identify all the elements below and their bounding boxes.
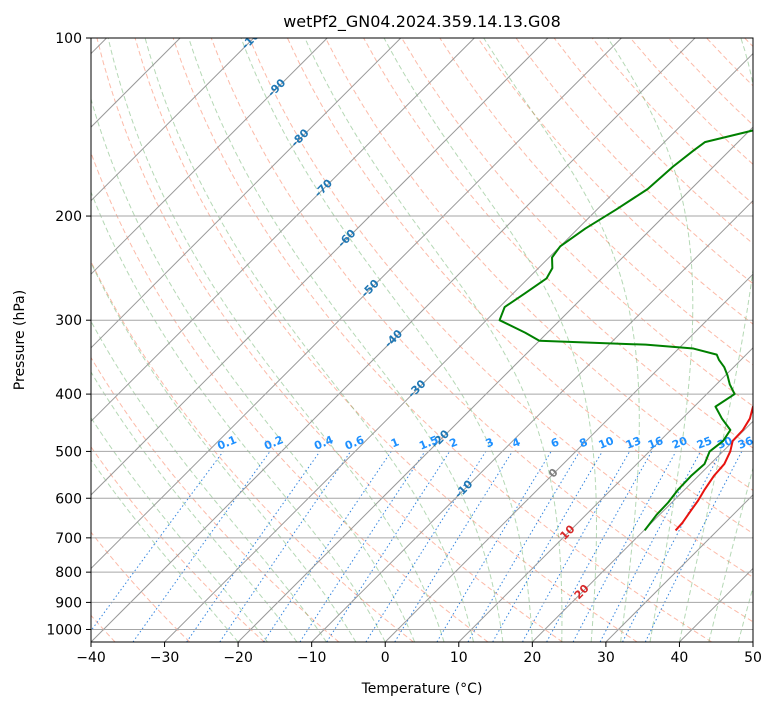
isotherm-line xyxy=(91,38,475,423)
plot-frame xyxy=(90,37,754,643)
mixing-ratio-label: 2 xyxy=(447,435,459,450)
mixing-ratio-line-17 xyxy=(644,451,743,642)
mixing-ratio-line-3 xyxy=(219,451,352,642)
mixing-ratio-label: 13 xyxy=(624,434,643,452)
y-tick-label: 400 xyxy=(55,387,82,403)
dry-adiabat-7 xyxy=(91,151,489,642)
mixing-ratio-label: 1 xyxy=(389,435,401,450)
x-tick-label: 0 xyxy=(381,650,390,666)
y-axis-label: Pressure (hPa) xyxy=(12,290,28,390)
y-tick-label: 900 xyxy=(55,595,82,611)
moist-adiabats xyxy=(91,38,753,642)
moist-adiabat-17 xyxy=(737,585,753,642)
y-tick-label: 800 xyxy=(55,565,82,581)
isotherm-line xyxy=(91,38,402,349)
x-tick-label: −40 xyxy=(76,650,106,666)
chart-title: wetPf2_GN04.2024.359.14.13.G08 xyxy=(283,12,561,32)
dry-adiabat-19 xyxy=(515,38,753,285)
dry-adiabat-18 xyxy=(477,38,753,325)
moist-adiabat-4 xyxy=(91,261,357,642)
y-tick-label: 300 xyxy=(55,313,82,329)
mixing-ratio-line-0 xyxy=(91,451,224,632)
moist-adiabat-13 xyxy=(483,38,640,642)
y-axis: 100 200 300 400 500 600 700 800 900 1000 xyxy=(46,31,91,638)
x-tick-label: 50 xyxy=(744,650,762,666)
moist-adiabat-14 xyxy=(607,38,694,642)
mixing-ratio-line-6 xyxy=(326,451,451,642)
moist-adiabat-7 xyxy=(107,38,445,642)
mixing-ratio-line-13 xyxy=(546,451,653,642)
isotherm-line xyxy=(164,52,753,642)
x-tick-label: −10 xyxy=(297,650,327,666)
y-tick-label: 500 xyxy=(55,444,82,460)
moist-adiabat-1 xyxy=(91,416,268,642)
moist-adiabat-5 xyxy=(91,190,386,642)
dry-adiabats xyxy=(91,38,753,642)
moist-adiabat-15 xyxy=(678,38,753,642)
mixing-ratio-label: 25 xyxy=(695,434,714,452)
y-tick-label: 1000 xyxy=(46,622,82,638)
moist-adiabat-8 xyxy=(144,38,474,642)
mixing-ratio-line-12 xyxy=(522,451,631,642)
x-tick-label: 20 xyxy=(523,650,541,666)
x-tick-label: 30 xyxy=(597,650,615,666)
sounding-profiles xyxy=(498,129,753,532)
moist-adiabat-10 xyxy=(240,38,533,642)
dry-adiabat-11 xyxy=(210,38,753,623)
dry-adiabat-5 xyxy=(91,356,340,642)
mixing-ratio-line-4 xyxy=(263,451,392,642)
isotherm-line xyxy=(384,273,753,642)
mixing-ratio-line-2 xyxy=(186,451,321,642)
mixing-ratio-label: 8 xyxy=(578,435,590,450)
moist-adiabat-3 xyxy=(91,320,327,642)
x-tick-label: −20 xyxy=(223,650,253,666)
mixing-ratio-label: 36 xyxy=(736,434,755,452)
isotherm-line xyxy=(311,199,753,642)
pressure-gridlines xyxy=(91,38,753,630)
mixing-ratio-label: 30 xyxy=(715,434,734,452)
x-axis-label: Temperature (°C) xyxy=(361,681,483,697)
x-tick-label: 10 xyxy=(450,650,468,666)
x-tick-label: −30 xyxy=(150,650,180,666)
moist-adiabat-0 xyxy=(91,458,239,642)
mixing-ratio-label: 16 xyxy=(646,434,665,452)
mixing-ratio-label: 10 xyxy=(597,434,616,452)
y-tick-label: 100 xyxy=(55,31,82,47)
x-tick-label: 40 xyxy=(671,650,689,666)
isotherms xyxy=(91,38,753,642)
dry-adiabat-12 xyxy=(248,38,753,578)
y-tick-label: 200 xyxy=(55,209,82,225)
dry-adiabat-8 xyxy=(96,38,563,642)
moist-adiabat-16 xyxy=(708,466,753,642)
isotherm-line xyxy=(91,38,255,202)
dry-adiabat-16 xyxy=(401,38,753,407)
isotherm-line xyxy=(91,38,696,642)
mixing-ratio-line-14 xyxy=(572,451,677,642)
y-tick-label: 700 xyxy=(55,531,82,547)
temperature-profile xyxy=(674,404,753,532)
isotherm-line xyxy=(531,420,753,642)
isotherm-line xyxy=(91,38,328,275)
isotherm-line xyxy=(91,38,549,496)
dry-adiabat-3 xyxy=(91,531,191,642)
mixing-ratio-labels: 0.1 0.2 0.4 0.6 1 1.5 2 3 4 6 8 10 13 16 20 25 30 36 xyxy=(216,433,755,452)
moist-adiabat-11 xyxy=(304,38,563,642)
dry-adiabat-14 xyxy=(325,38,753,491)
dry-adiabat-9 xyxy=(134,38,638,642)
dewpoint-profile xyxy=(498,129,753,532)
moist-adiabat-9 xyxy=(188,38,504,642)
dry-adiabat-10 xyxy=(172,38,713,642)
dry-adiabat-4 xyxy=(91,445,265,642)
y-tick-label: 600 xyxy=(55,491,82,507)
isotherm-line xyxy=(605,494,753,642)
x-axis: −40 −30 −20 −10 0 10 20 30 40 50 xyxy=(76,642,762,666)
isotherm-line xyxy=(91,38,622,570)
isotherm-line xyxy=(458,347,753,642)
mixing-ratio-line-5 xyxy=(299,451,426,642)
mixing-ratio-label: 3 xyxy=(484,435,496,450)
mixing-ratio-label: 20 xyxy=(670,434,689,452)
mixing-ratio-line-8 xyxy=(394,451,513,642)
